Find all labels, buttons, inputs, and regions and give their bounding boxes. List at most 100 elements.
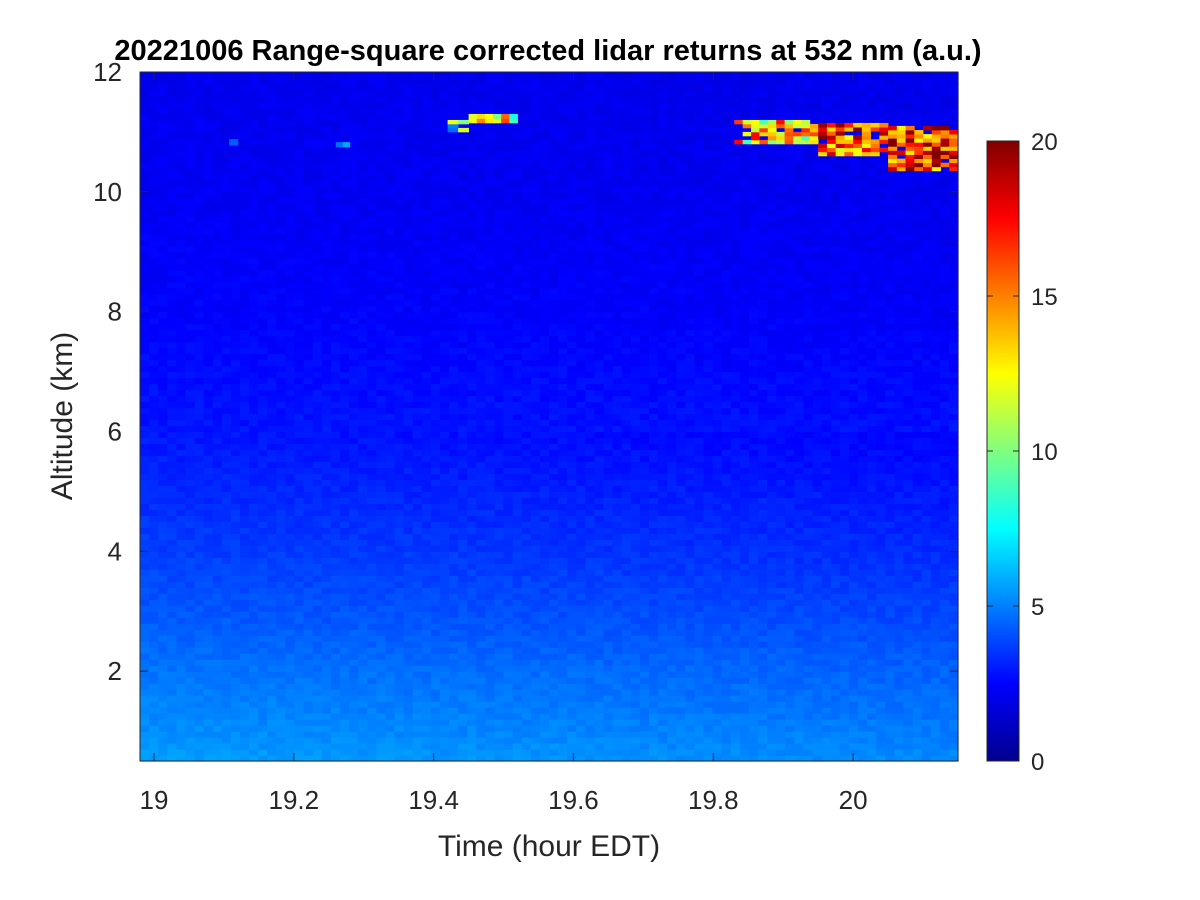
heatmap-cell bbox=[158, 707, 168, 714]
heatmap-cell bbox=[685, 689, 696, 696]
heatmap-cell bbox=[776, 743, 786, 750]
heatmap-cell bbox=[249, 629, 259, 636]
heatmap-cell bbox=[539, 557, 550, 564]
heatmap-cell bbox=[776, 713, 786, 720]
heatmap-cell bbox=[703, 455, 714, 463]
heatmap-cell bbox=[648, 551, 659, 558]
heatmap-cell bbox=[676, 737, 686, 744]
heatmap-cell bbox=[894, 719, 905, 726]
heatmap-cell bbox=[203, 755, 214, 762]
heatmap-cell bbox=[903, 617, 914, 624]
heatmap-cell bbox=[203, 485, 214, 492]
heatmap-cell bbox=[249, 521, 259, 528]
heatmap-cell bbox=[758, 467, 768, 475]
heatmap-cell bbox=[776, 455, 786, 463]
heatmap-cell bbox=[503, 425, 514, 433]
heatmap-cell bbox=[685, 473, 696, 481]
heatmap-cell bbox=[794, 683, 805, 690]
heatmap-cell bbox=[685, 611, 696, 618]
heatmap-cell bbox=[621, 647, 632, 654]
heatmap-cell bbox=[376, 689, 386, 696]
heatmap-cell bbox=[630, 653, 641, 660]
heatmap-cell bbox=[203, 617, 214, 624]
heatmap-cell bbox=[739, 515, 750, 522]
heatmap-cell bbox=[794, 695, 805, 702]
heatmap-cell bbox=[176, 449, 187, 457]
heatmap-cell bbox=[876, 701, 886, 708]
heatmap-cell bbox=[458, 563, 468, 570]
heatmap-cell bbox=[676, 617, 686, 624]
heatmap-cell bbox=[294, 425, 305, 433]
heatmap-cell bbox=[930, 431, 941, 439]
heatmap-cell bbox=[203, 533, 214, 540]
heatmap-cell bbox=[721, 617, 732, 624]
heatmap-cell bbox=[140, 755, 150, 762]
heatmap-cell bbox=[176, 479, 187, 486]
heatmap-cell bbox=[512, 563, 523, 570]
heatmap-cell bbox=[821, 563, 832, 570]
heatmap-cell bbox=[912, 629, 923, 636]
heatmap-cell bbox=[439, 515, 450, 522]
heatmap-cell bbox=[167, 443, 177, 451]
heatmap-cell bbox=[748, 563, 759, 570]
heatmap-cell bbox=[730, 749, 741, 756]
heatmap-cell bbox=[503, 749, 514, 756]
heatmap-cell bbox=[512, 611, 523, 618]
heatmap-cell bbox=[503, 521, 514, 528]
heatmap-cell bbox=[303, 503, 314, 510]
heatmap-cell bbox=[494, 431, 505, 439]
heatmap-cell bbox=[349, 635, 359, 642]
heatmap-cell bbox=[630, 689, 641, 696]
heatmap-cell bbox=[821, 671, 832, 678]
heatmap-cell bbox=[739, 647, 750, 654]
heatmap-cell bbox=[885, 443, 895, 451]
heatmap-cell bbox=[458, 485, 468, 492]
heatmap-cell bbox=[712, 713, 723, 720]
heatmap-cell bbox=[194, 617, 205, 624]
heatmap-cell bbox=[748, 671, 759, 678]
heatmap-cell bbox=[430, 503, 441, 510]
heatmap-cell bbox=[167, 623, 177, 630]
heatmap-cell bbox=[476, 731, 486, 738]
heatmap-cell bbox=[676, 497, 686, 504]
heatmap-cell bbox=[167, 503, 177, 510]
heatmap-cell bbox=[876, 737, 886, 744]
heatmap-cell bbox=[539, 527, 550, 534]
heatmap-cell bbox=[249, 473, 259, 481]
heatmap-cell bbox=[530, 623, 541, 630]
heatmap-cell bbox=[267, 665, 277, 672]
heatmap-cell bbox=[439, 527, 450, 534]
heatmap-cell bbox=[549, 599, 559, 606]
heatmap-cell bbox=[776, 671, 786, 678]
heatmap-cell bbox=[667, 611, 677, 618]
heatmap-cell bbox=[176, 713, 187, 720]
heatmap-cell bbox=[767, 485, 777, 492]
heatmap-cell bbox=[739, 575, 750, 582]
heatmap-cell bbox=[694, 431, 705, 439]
heatmap-cell bbox=[694, 713, 705, 720]
heatmap-cell bbox=[594, 641, 605, 648]
heatmap-cell bbox=[558, 713, 568, 720]
heatmap-cell bbox=[140, 695, 150, 702]
heatmap-cell bbox=[403, 575, 414, 582]
heatmap-cell bbox=[821, 503, 832, 510]
heatmap-cell bbox=[585, 671, 596, 678]
heatmap-cell bbox=[576, 749, 586, 756]
heatmap-cell bbox=[339, 587, 350, 594]
heatmap-cell bbox=[576, 635, 586, 642]
heatmap-cell bbox=[476, 455, 486, 463]
heatmap-cell bbox=[839, 485, 850, 492]
heatmap-cell bbox=[249, 683, 259, 690]
heatmap-cell bbox=[140, 743, 150, 750]
heatmap-cell bbox=[303, 425, 314, 433]
heatmap-cell bbox=[594, 713, 605, 720]
heatmap-cell bbox=[694, 605, 705, 612]
heatmap-cell bbox=[576, 449, 586, 457]
heatmap-cell bbox=[412, 443, 423, 451]
heatmap-cell bbox=[194, 713, 205, 720]
heatmap-cell bbox=[321, 623, 332, 630]
heatmap-cell bbox=[530, 533, 541, 540]
heatmap-cell bbox=[812, 605, 823, 612]
heatmap-cell bbox=[748, 677, 759, 684]
heatmap-cell bbox=[394, 455, 405, 463]
